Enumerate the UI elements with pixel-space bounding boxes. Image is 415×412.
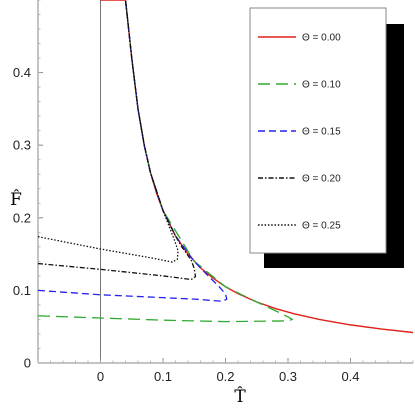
series-group [38,0,413,334]
axes: 0 0.1 0.2 0.3 0.4 0.1 0.2 0.3 0.4 0 [13,0,414,384]
x-tick-label: 0 [97,369,104,384]
legend-label-4: Θ = 0.25 [302,221,341,232]
legend: Θ = 0.00 Θ = 0.10 Θ = 0.15 Θ = 0.20 Θ = 0.25 [249,7,404,268]
y-tick-label: 0.4 [13,65,31,80]
legend-label-3: Θ = 0.20 [302,174,341,185]
y-tick-label: 0.1 [13,283,31,298]
legend-label-0: Θ = 0.00 [302,33,341,44]
x-tick-label: 0.1 [154,369,172,384]
series-line-2 [38,0,228,302]
x-tick-label: 0.2 [216,369,234,384]
y-tick-label: 0 [24,356,31,371]
x-axis-title: T̂ [234,387,246,407]
y-tick-label: 0.2 [13,210,31,225]
legend-label-1: Θ = 0.10 [302,80,341,91]
series-line-3 [38,0,197,281]
y-tick-label: 0.3 [13,138,31,153]
series-line-4 [38,0,179,263]
y-axis-title: F̂ [10,190,22,210]
legend-label-2: Θ = 0.15 [302,127,341,138]
x-tick-label: 0.4 [341,369,359,384]
x-tick-label: 0.3 [279,369,297,384]
